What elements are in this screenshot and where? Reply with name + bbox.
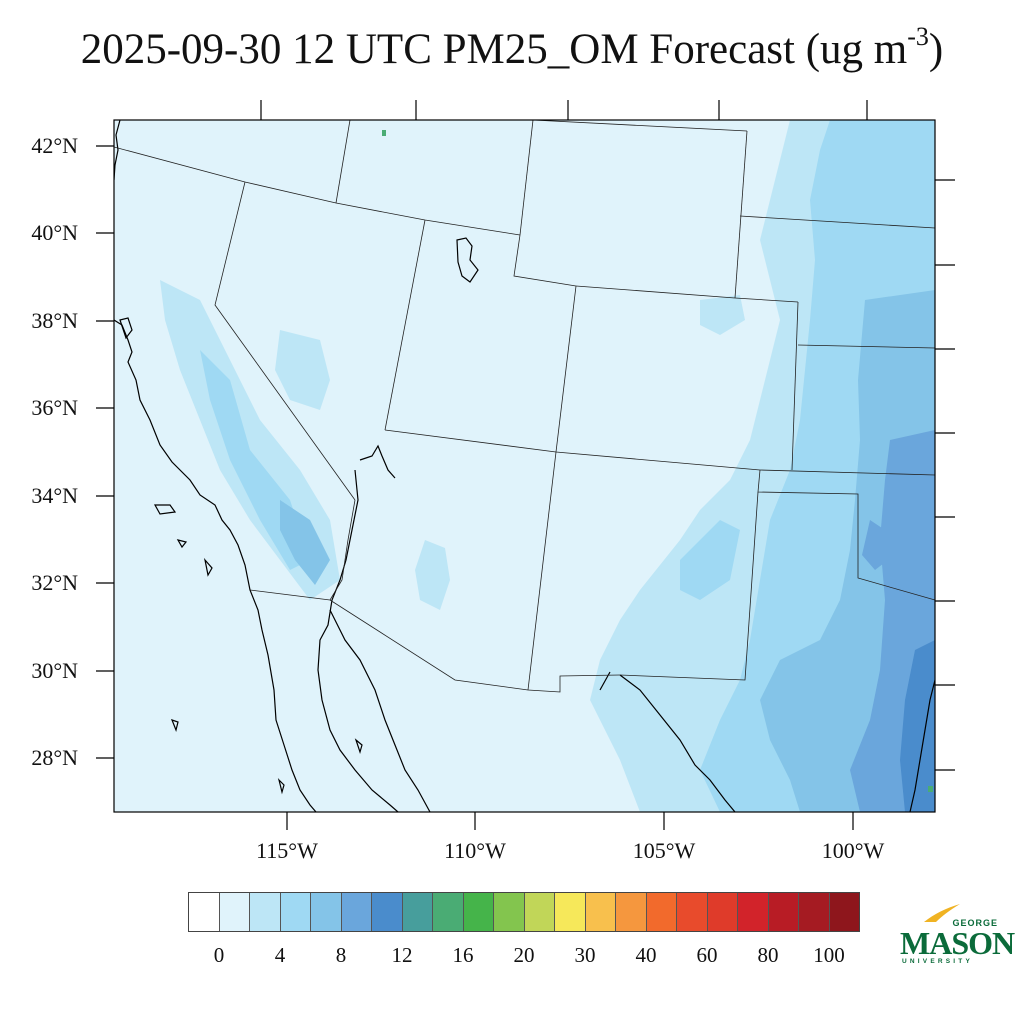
colorbar-swatch — [402, 893, 433, 931]
lat-label-30n: 30°N — [31, 658, 78, 683]
colorbar — [188, 892, 860, 932]
map-field — [114, 120, 935, 812]
logo-mason: MASON — [900, 925, 1015, 961]
colorbar-swatch — [524, 893, 555, 931]
lon-label-100w: 100°W — [821, 838, 885, 863]
lon-label-110w: 110°W — [444, 838, 506, 863]
logo-george: GEORGE — [952, 918, 998, 928]
colorbar-swatch — [494, 893, 525, 931]
george-mason-logo: GEORGE MASON UNIVERSITY — [900, 900, 1015, 970]
lat-ticks-right — [935, 179, 955, 771]
colorbar-swatch — [677, 893, 708, 931]
colorbar-label: 16 — [452, 943, 474, 967]
colorbar-label: 20 — [513, 943, 535, 967]
lon-label-115w: 115°W — [256, 838, 318, 863]
title-close-paren: ) — [928, 26, 944, 73]
state-borders — [114, 120, 935, 693]
colorbar-swatch — [311, 893, 342, 931]
colorbar-label: 0 — [213, 943, 225, 967]
colorbar-swatch — [707, 893, 738, 931]
colorbar-swatch — [372, 893, 403, 931]
colorbar-label: 100 — [813, 943, 845, 967]
colorbar-swatch — [189, 893, 220, 931]
colorbar-label: 80 — [757, 943, 779, 967]
lon-label-105w: 105°W — [632, 838, 696, 863]
lat-ticks — [96, 145, 114, 759]
colorbar-swatch — [250, 893, 281, 931]
colorbar-swatch — [646, 893, 677, 931]
colorbar-swatch — [280, 893, 311, 931]
hotspot-north — [382, 130, 386, 136]
title-text: 2025-09-30 12 UTC PM25_OM Forecast (ug m — [80, 26, 908, 73]
lat-label-38n: 38°N — [31, 308, 78, 333]
colorbar-swatch — [768, 893, 799, 931]
colorbar-label: 12 — [391, 943, 413, 967]
chart-title: 2025-09-30 12 UTC PM25_OM Forecast (ug m… — [0, 22, 1024, 78]
colorbar-swatch — [829, 893, 859, 931]
colorbar-swatch — [463, 893, 494, 931]
logo-university: UNIVERSITY — [902, 958, 974, 965]
colorbar-swatch — [616, 893, 647, 931]
lat-label-36n: 36°N — [31, 395, 78, 420]
colorbar-swatch — [433, 893, 464, 931]
lat-label-32n: 32°N — [31, 570, 78, 595]
coastlines — [114, 120, 935, 812]
colorbar-label: 40 — [635, 943, 657, 967]
hotspot-gulf — [928, 786, 933, 792]
colorbar-swatch — [555, 893, 586, 931]
colorbar-label: 60 — [696, 943, 718, 967]
lat-label-40n: 40°N — [31, 220, 78, 245]
lat-label-42n: 42°N — [31, 133, 78, 158]
logo-swoosh-icon — [924, 904, 960, 922]
lat-label-34n: 34°N — [31, 483, 78, 508]
colorbar-swatch — [219, 893, 250, 931]
colorbar-label: 4 — [274, 943, 286, 967]
colorbar-swatch — [585, 893, 616, 931]
lat-label-28n: 28°N — [31, 745, 78, 770]
lon-ticks-top — [260, 100, 868, 120]
title-exponent: -3 — [907, 22, 929, 51]
colorbar-swatch — [341, 893, 372, 931]
colorbar-label: 8 — [335, 943, 347, 967]
concentration-band-12-14 — [900, 640, 935, 812]
lon-ticks-bottom — [286, 812, 854, 830]
colorbar-label: 30 — [574, 943, 596, 967]
colorbar-swatch — [738, 893, 769, 931]
colorbar-swatch — [799, 893, 830, 931]
map-frame — [113, 119, 936, 813]
lake-mead — [359, 444, 396, 479]
great-salt-lake — [456, 237, 479, 283]
